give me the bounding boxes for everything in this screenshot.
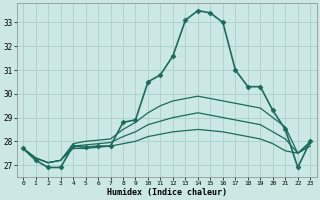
X-axis label: Humidex (Indice chaleur): Humidex (Indice chaleur) [107,188,227,197]
